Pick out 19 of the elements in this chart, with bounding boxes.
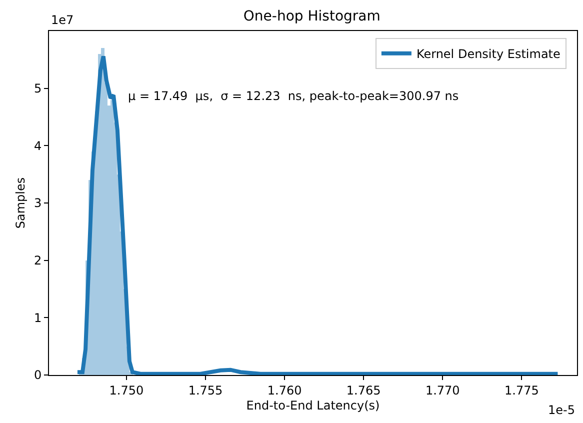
- y-tick-label: 5: [34, 82, 42, 96]
- y-tick-label: 4: [34, 138, 42, 153]
- y-axis-title: Samples: [13, 177, 28, 229]
- chart-title: One-hop Histogram: [243, 8, 380, 24]
- x-tick-label: 1.765: [346, 383, 381, 398]
- y-tick-label: 0: [34, 368, 42, 382]
- legend-label: Kernel Density Estimate: [416, 47, 560, 62]
- y-tick-label: 2: [34, 254, 42, 268]
- x-tick-label: 1.770: [425, 383, 460, 398]
- y-tick-label: 3: [34, 196, 42, 210]
- x-tick-label: 1.775: [504, 383, 539, 398]
- text: 1e7: [51, 13, 74, 27]
- x-tick-label: 1.760: [267, 383, 302, 398]
- x-tick-label: 1.755: [188, 383, 223, 398]
- x-tick-label: 1.750: [109, 383, 144, 398]
- text: 1e-5: [548, 403, 575, 417]
- y-tick-label: 1: [34, 310, 42, 325]
- annotation: μ = 17.49 μs, σ = 12.23 ns, peak-to-peak=300.97 ns: [128, 89, 459, 103]
- x-axis-title: End-to-End Latency(s): [246, 398, 380, 412]
